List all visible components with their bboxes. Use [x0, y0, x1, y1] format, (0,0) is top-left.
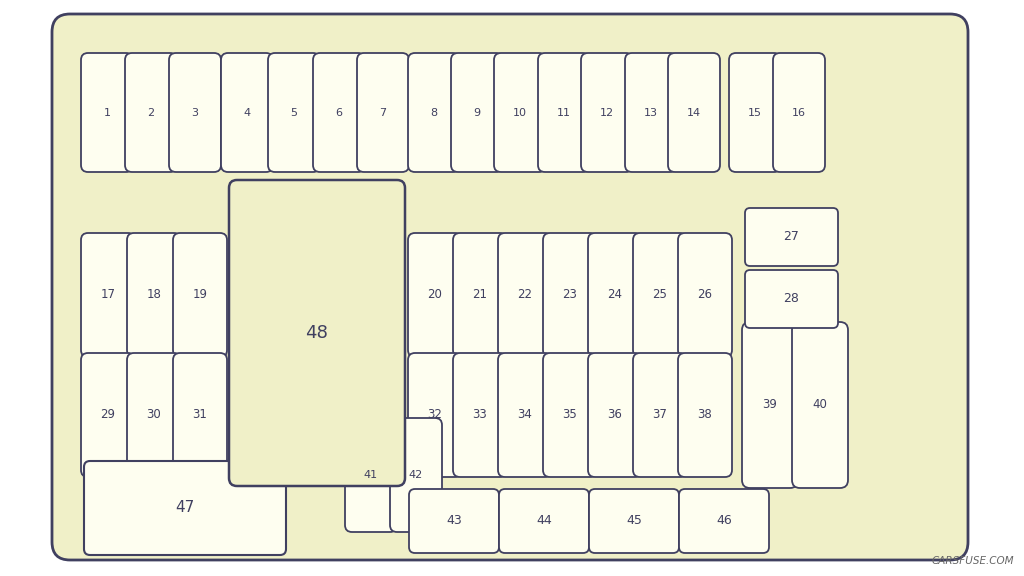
Text: 4: 4 — [244, 108, 251, 118]
Text: 17: 17 — [100, 289, 116, 301]
Text: 48: 48 — [305, 324, 329, 342]
Text: 10: 10 — [513, 108, 527, 118]
FancyBboxPatch shape — [125, 53, 177, 172]
Text: 39: 39 — [763, 399, 777, 411]
Text: 23: 23 — [562, 289, 578, 301]
Text: 34: 34 — [517, 408, 532, 422]
FancyBboxPatch shape — [633, 353, 687, 477]
FancyBboxPatch shape — [84, 461, 286, 555]
FancyBboxPatch shape — [581, 53, 633, 172]
Text: 46: 46 — [716, 514, 732, 528]
FancyBboxPatch shape — [745, 270, 838, 328]
Text: 40: 40 — [813, 399, 827, 411]
FancyBboxPatch shape — [668, 53, 720, 172]
FancyBboxPatch shape — [221, 53, 273, 172]
FancyBboxPatch shape — [625, 53, 677, 172]
FancyBboxPatch shape — [742, 322, 798, 488]
Text: 13: 13 — [644, 108, 658, 118]
FancyBboxPatch shape — [229, 180, 406, 486]
Text: 6: 6 — [336, 108, 342, 118]
Text: 43: 43 — [446, 514, 462, 528]
Text: 36: 36 — [607, 408, 623, 422]
FancyBboxPatch shape — [633, 233, 687, 357]
Text: 11: 11 — [557, 108, 571, 118]
FancyBboxPatch shape — [589, 489, 679, 553]
Text: 26: 26 — [697, 289, 713, 301]
Text: 45: 45 — [626, 514, 642, 528]
FancyBboxPatch shape — [494, 53, 546, 172]
FancyBboxPatch shape — [588, 353, 642, 477]
Text: 29: 29 — [100, 408, 116, 422]
Text: 35: 35 — [562, 408, 578, 422]
Text: 31: 31 — [193, 408, 208, 422]
Text: 24: 24 — [607, 289, 623, 301]
Text: 5: 5 — [291, 108, 298, 118]
Text: 1: 1 — [103, 108, 111, 118]
Text: 18: 18 — [146, 289, 162, 301]
FancyBboxPatch shape — [538, 53, 590, 172]
Text: 7: 7 — [380, 108, 387, 118]
Text: CARSFUSE.COM: CARSFUSE.COM — [932, 556, 1014, 566]
Text: 38: 38 — [697, 408, 713, 422]
FancyBboxPatch shape — [173, 353, 227, 477]
FancyBboxPatch shape — [357, 53, 409, 172]
FancyBboxPatch shape — [543, 353, 597, 477]
FancyBboxPatch shape — [408, 233, 462, 357]
Text: 19: 19 — [193, 289, 208, 301]
FancyBboxPatch shape — [588, 233, 642, 357]
Text: 22: 22 — [517, 289, 532, 301]
Text: 14: 14 — [687, 108, 701, 118]
FancyBboxPatch shape — [313, 53, 365, 172]
FancyBboxPatch shape — [409, 489, 499, 553]
FancyBboxPatch shape — [169, 53, 221, 172]
FancyBboxPatch shape — [679, 489, 769, 553]
FancyBboxPatch shape — [453, 233, 507, 357]
FancyBboxPatch shape — [773, 53, 825, 172]
FancyBboxPatch shape — [453, 353, 507, 477]
Text: 37: 37 — [652, 408, 668, 422]
FancyBboxPatch shape — [678, 353, 732, 477]
Text: 28: 28 — [783, 293, 800, 305]
FancyBboxPatch shape — [127, 353, 181, 477]
Text: 9: 9 — [473, 108, 480, 118]
Text: 16: 16 — [792, 108, 806, 118]
FancyBboxPatch shape — [345, 418, 397, 532]
FancyBboxPatch shape — [498, 233, 552, 357]
Text: 2: 2 — [147, 108, 155, 118]
FancyBboxPatch shape — [408, 53, 460, 172]
FancyBboxPatch shape — [408, 353, 462, 477]
FancyBboxPatch shape — [451, 53, 503, 172]
Text: 21: 21 — [472, 289, 487, 301]
Text: 42: 42 — [409, 470, 423, 480]
Text: 8: 8 — [430, 108, 437, 118]
Text: 27: 27 — [783, 230, 800, 244]
FancyBboxPatch shape — [390, 418, 442, 532]
FancyBboxPatch shape — [127, 233, 181, 357]
FancyBboxPatch shape — [173, 233, 227, 357]
FancyBboxPatch shape — [81, 353, 135, 477]
FancyBboxPatch shape — [745, 208, 838, 266]
Text: 41: 41 — [364, 470, 378, 480]
FancyBboxPatch shape — [543, 233, 597, 357]
Text: 20: 20 — [428, 289, 442, 301]
Text: 25: 25 — [652, 289, 668, 301]
FancyBboxPatch shape — [81, 233, 135, 357]
FancyBboxPatch shape — [792, 322, 848, 488]
Text: 30: 30 — [146, 408, 162, 422]
FancyBboxPatch shape — [268, 53, 319, 172]
FancyBboxPatch shape — [729, 53, 781, 172]
Text: 3: 3 — [191, 108, 199, 118]
FancyBboxPatch shape — [678, 233, 732, 357]
FancyBboxPatch shape — [498, 353, 552, 477]
Text: 47: 47 — [175, 501, 195, 516]
FancyBboxPatch shape — [81, 53, 133, 172]
Text: 12: 12 — [600, 108, 614, 118]
Text: 33: 33 — [473, 408, 487, 422]
Text: 44: 44 — [537, 514, 552, 528]
Text: 15: 15 — [748, 108, 762, 118]
FancyBboxPatch shape — [499, 489, 589, 553]
FancyBboxPatch shape — [52, 14, 968, 560]
Text: 32: 32 — [428, 408, 442, 422]
